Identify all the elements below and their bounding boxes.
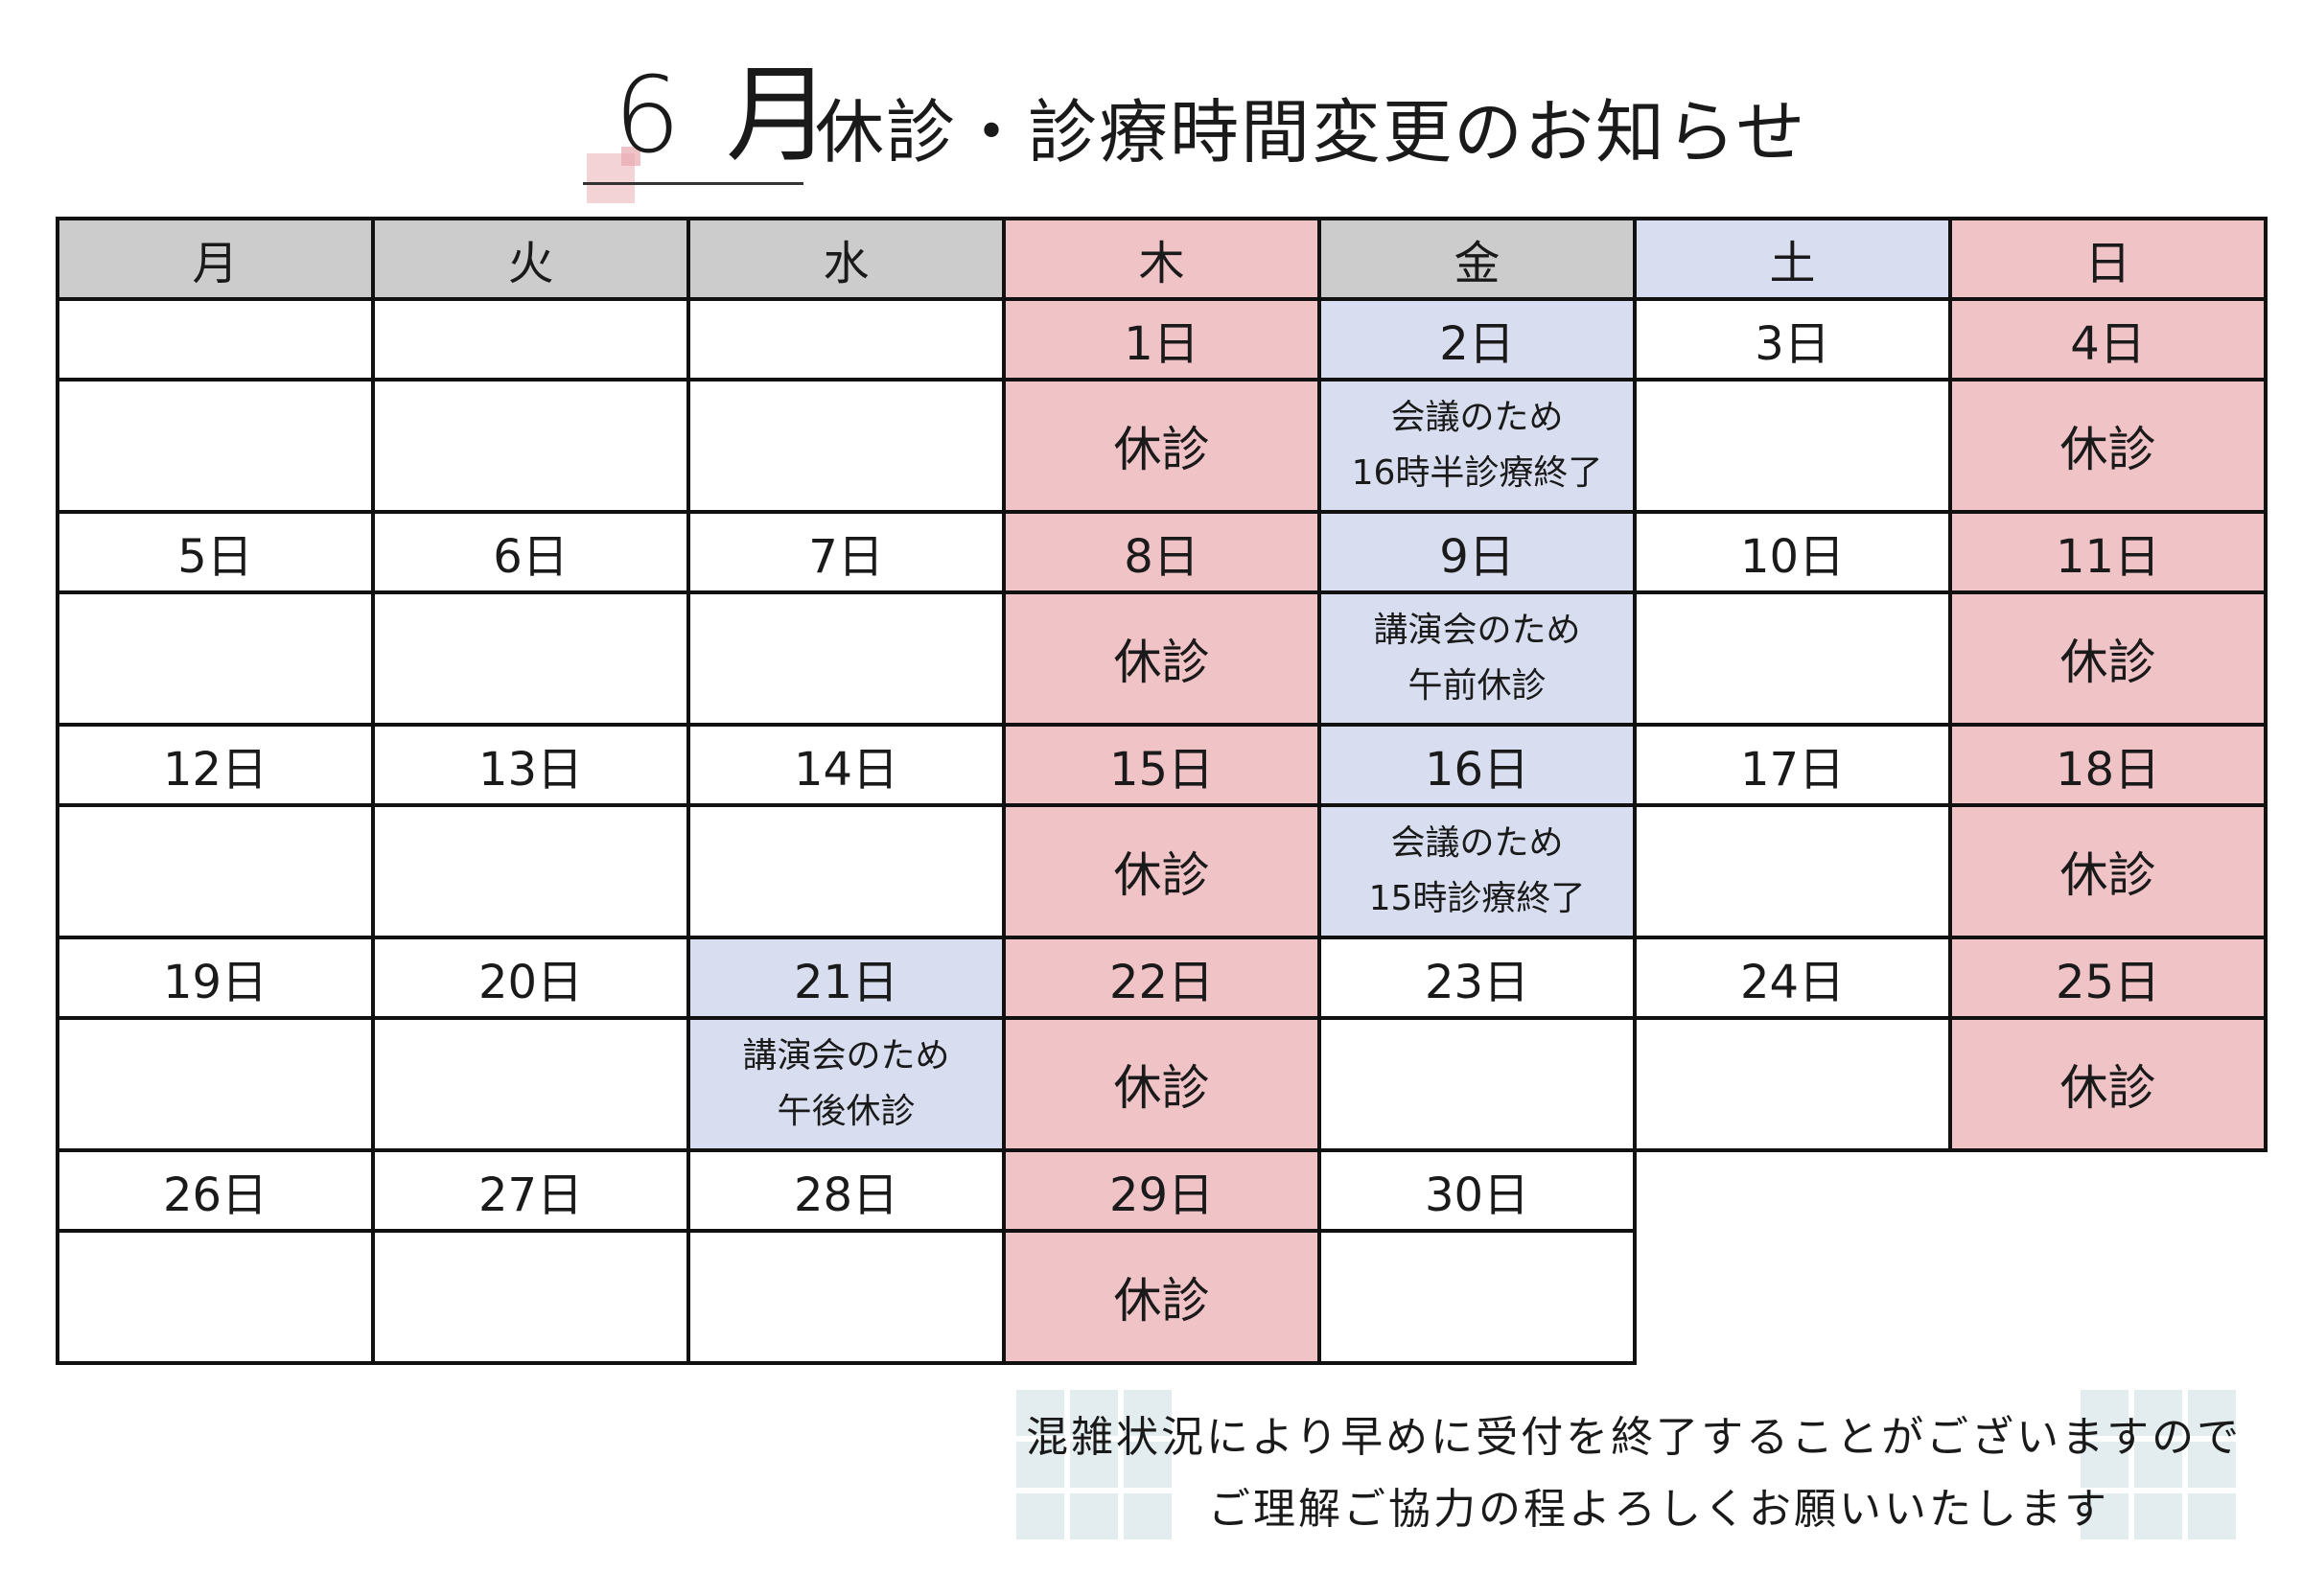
note-cell bbox=[371, 1229, 690, 1365]
note-cell: 会議のため 15時診療終了 bbox=[1317, 803, 1637, 939]
note-cell: 会議のため 16時半診療終了 bbox=[1317, 378, 1637, 514]
note-cell bbox=[1633, 1016, 1952, 1152]
date-cell: 5日 bbox=[56, 510, 375, 594]
date-cell bbox=[56, 297, 375, 382]
date-cell: 21日 bbox=[686, 936, 1006, 1020]
date-cell: 10日 bbox=[1633, 510, 1952, 594]
note-cell: 休診 bbox=[1002, 1016, 1321, 1152]
date-cell: 15日 bbox=[1002, 723, 1321, 807]
weekday-tue: 火 bbox=[371, 217, 690, 301]
weekday-fri: 金 bbox=[1317, 217, 1637, 301]
date-row: 26日 27日 28日 29日 30日 bbox=[56, 1148, 2266, 1233]
note-cell: 休診 bbox=[1002, 803, 1321, 939]
date-row: 19日 20日 21日 22日 23日 24日 25日 bbox=[56, 936, 2268, 1020]
date-row: 1日 2日 3日 4日 bbox=[56, 297, 2268, 382]
date-cell: 17日 bbox=[1633, 723, 1952, 807]
note-row: 休診 会議のため 16時半診療終了 休診 bbox=[56, 378, 2268, 514]
date-cell: 16日 bbox=[1317, 723, 1637, 807]
note-cell bbox=[56, 1016, 375, 1152]
note-cell bbox=[686, 378, 1006, 514]
date-cell: 22日 bbox=[1002, 936, 1321, 1020]
weekday-thu: 木 bbox=[1002, 217, 1321, 301]
date-cell: 12日 bbox=[56, 723, 375, 807]
note-cell bbox=[1633, 590, 1952, 727]
date-cell: 14日 bbox=[686, 723, 1006, 807]
date-row: 12日 13日 14日 15日 16日 17日 18日 bbox=[56, 723, 2268, 807]
date-cell: 26日 bbox=[56, 1148, 375, 1233]
note-cell: 休診 bbox=[1948, 590, 2268, 727]
date-cell: 30日 bbox=[1317, 1148, 1637, 1233]
date-cell: 18日 bbox=[1948, 723, 2268, 807]
weekday-sun: 日 bbox=[1948, 217, 2268, 301]
date-cell: 29日 bbox=[1002, 1148, 1321, 1233]
date-cell: 3日 bbox=[1633, 297, 1952, 382]
note-cell bbox=[1633, 803, 1952, 939]
empty-cell bbox=[1635, 1150, 1950, 1231]
header: 6 月 休診・診療時間変更のお知らせ bbox=[0, 53, 2303, 203]
decoration-tiles-left bbox=[1016, 1390, 1179, 1553]
note-row: 休診 bbox=[56, 1229, 2266, 1365]
date-cell: 9日 bbox=[1317, 510, 1637, 594]
note-row: 休診 講演会のため 午前休診 休診 bbox=[56, 590, 2268, 727]
note-cell: 休診 bbox=[1948, 378, 2268, 514]
note-cell bbox=[56, 1229, 375, 1365]
page-title: 休診・診療時間変更のお知らせ bbox=[815, 92, 1807, 173]
date-cell: 6日 bbox=[371, 510, 690, 594]
note-cell: 休診 bbox=[1002, 590, 1321, 727]
note-cell bbox=[371, 378, 690, 514]
note-cell bbox=[56, 378, 375, 514]
note-row: 休診 会議のため 15時診療終了 休診 bbox=[56, 803, 2268, 939]
weekday-wed: 水 bbox=[686, 217, 1006, 301]
decoration-tiles-right bbox=[2081, 1390, 2244, 1553]
date-cell: 13日 bbox=[371, 723, 690, 807]
date-cell: 25日 bbox=[1948, 936, 2268, 1020]
date-cell: 8日 bbox=[1002, 510, 1321, 594]
date-cell: 7日 bbox=[686, 510, 1006, 594]
date-cell: 23日 bbox=[1317, 936, 1637, 1020]
note-cell bbox=[686, 590, 1006, 727]
note-cell bbox=[371, 590, 690, 727]
decoration-square-small bbox=[621, 147, 640, 166]
empty-cell bbox=[1950, 1150, 2266, 1231]
note-cell bbox=[371, 1016, 690, 1152]
note-cell bbox=[1633, 378, 1952, 514]
note-cell: 講演会のため 午後休診 bbox=[686, 1016, 1006, 1152]
note-cell: 休診 bbox=[1002, 1229, 1321, 1365]
date-cell: 27日 bbox=[371, 1148, 690, 1233]
month-underline bbox=[583, 182, 803, 185]
date-cell: 24日 bbox=[1633, 936, 1952, 1020]
date-cell: 1日 bbox=[1002, 297, 1321, 382]
note-cell: 休診 bbox=[1948, 1016, 2268, 1152]
note-cell: 休診 bbox=[1002, 378, 1321, 514]
note-cell bbox=[1317, 1229, 1637, 1365]
footer-line-2: ご理解ご協力の程よろしくお願いいたします bbox=[1208, 1485, 2109, 1534]
note-cell bbox=[1317, 1016, 1637, 1152]
date-cell: 20日 bbox=[371, 936, 690, 1020]
note-cell bbox=[56, 803, 375, 939]
date-cell: 28日 bbox=[686, 1148, 1006, 1233]
note-cell bbox=[686, 803, 1006, 939]
weekday-mon: 月 bbox=[56, 217, 375, 301]
month-label: 6 月 bbox=[614, 54, 837, 176]
date-cell bbox=[371, 297, 690, 382]
date-cell: 2日 bbox=[1317, 297, 1637, 382]
calendar-table: 月 火 水 木 金 土 日 1日 2日 3日 4日 休診 会議のため 16時半診… bbox=[56, 217, 2268, 1365]
date-cell: 4日 bbox=[1948, 297, 2268, 382]
note-row: 講演会のため 午後休診 休診 休診 bbox=[56, 1016, 2268, 1152]
note-cell bbox=[371, 803, 690, 939]
empty-cell bbox=[1635, 1231, 1950, 1363]
note-cell: 休診 bbox=[1948, 803, 2268, 939]
note-cell: 講演会のため 午前休診 bbox=[1317, 590, 1637, 727]
weekday-header-row: 月 火 水 木 金 土 日 bbox=[56, 217, 2268, 301]
date-row: 5日 6日 7日 8日 9日 10日 11日 bbox=[56, 510, 2268, 594]
note-cell bbox=[56, 590, 375, 727]
footer-notice: 混雑状況により早めに受付を終了することがございますので ご理解ご協力の程よろしく… bbox=[1016, 1390, 2263, 1553]
footer-line-1: 混雑状況により早めに受付を終了することがございますので bbox=[1026, 1413, 2243, 1462]
weekday-sat: 土 bbox=[1633, 217, 1952, 301]
note-cell bbox=[686, 1229, 1006, 1365]
date-cell: 11日 bbox=[1948, 510, 2268, 594]
date-cell bbox=[686, 297, 1006, 382]
empty-cell bbox=[1950, 1231, 2266, 1363]
date-cell: 19日 bbox=[56, 936, 375, 1020]
